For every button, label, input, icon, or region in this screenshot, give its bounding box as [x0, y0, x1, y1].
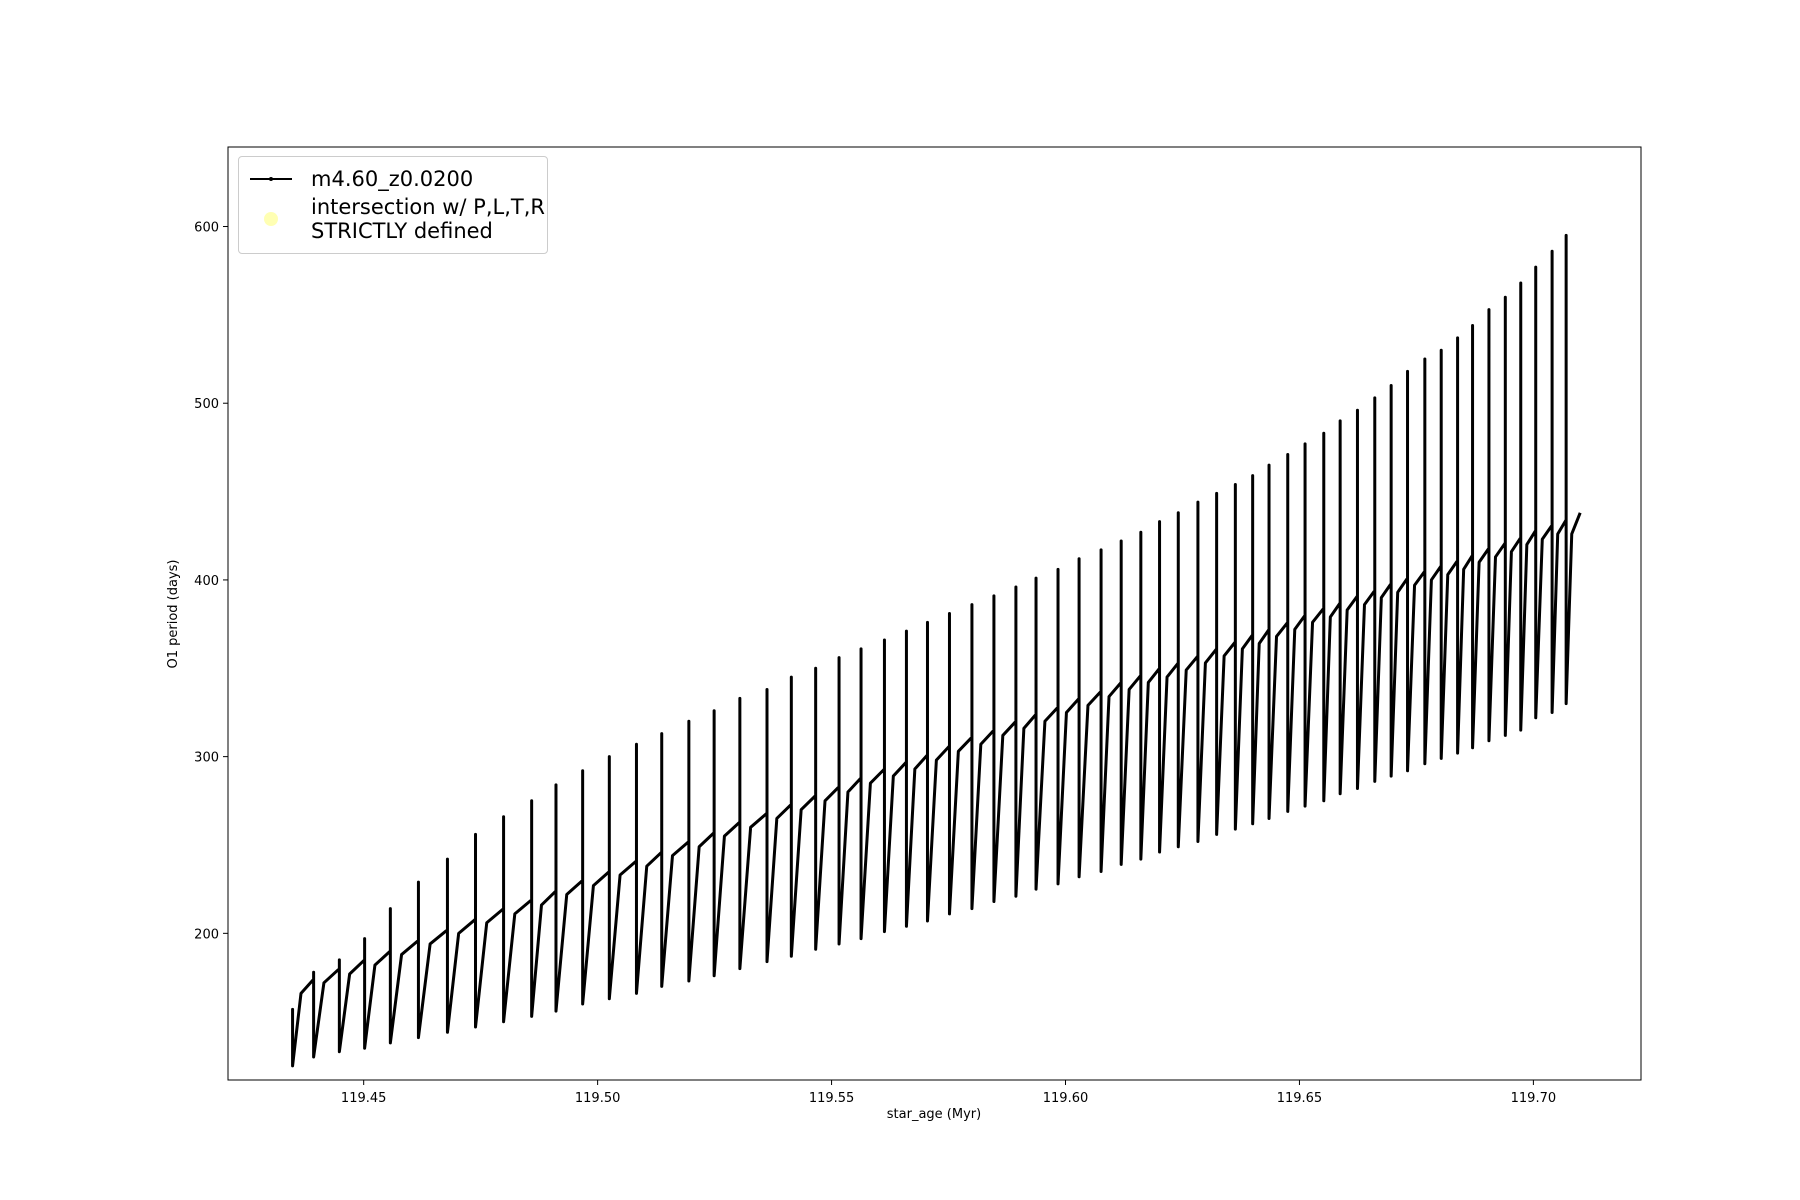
- legend-label: m4.60_z0.0200: [311, 167, 474, 191]
- y-tick-label: 500: [194, 397, 219, 412]
- legend-marker: [269, 177, 273, 181]
- legend-item: intersection w/ P,L,T,R STRICTLY defined: [239, 195, 547, 243]
- plot-frame: [227, 146, 1642, 1081]
- x-tick-label: 119.55: [809, 1091, 855, 1106]
- x-tick-label: 119.60: [1043, 1091, 1089, 1106]
- legend-label: intersection w/ P,L,T,R STRICTLY defined: [311, 195, 545, 243]
- legend-key: [245, 209, 297, 229]
- x-tick-label: 119.45: [341, 1091, 387, 1106]
- x-tick-label: 119.50: [575, 1091, 621, 1106]
- x-tick-label: 119.65: [1277, 1091, 1323, 1106]
- y-axis-label: O1 period (days): [166, 559, 181, 668]
- data-line: [291, 233, 1582, 1068]
- legend-marker: [264, 212, 278, 226]
- x-axis-label: star_age (Myr): [887, 1107, 981, 1122]
- legend-key: [245, 169, 297, 189]
- x-tick-label: 119.70: [1511, 1091, 1557, 1106]
- y-tick-label: 200: [194, 927, 219, 942]
- y-tick-label: 300: [194, 751, 219, 766]
- y-tick-label: 400: [194, 574, 219, 589]
- legend: m4.60_z0.0200 intersection w/ P,L,T,R STR…: [238, 156, 548, 254]
- y-tick-label: 600: [194, 221, 219, 236]
- legend-item: m4.60_z0.0200: [239, 167, 547, 191]
- legend-swatch: [264, 212, 278, 226]
- legend-swatch: [250, 177, 292, 181]
